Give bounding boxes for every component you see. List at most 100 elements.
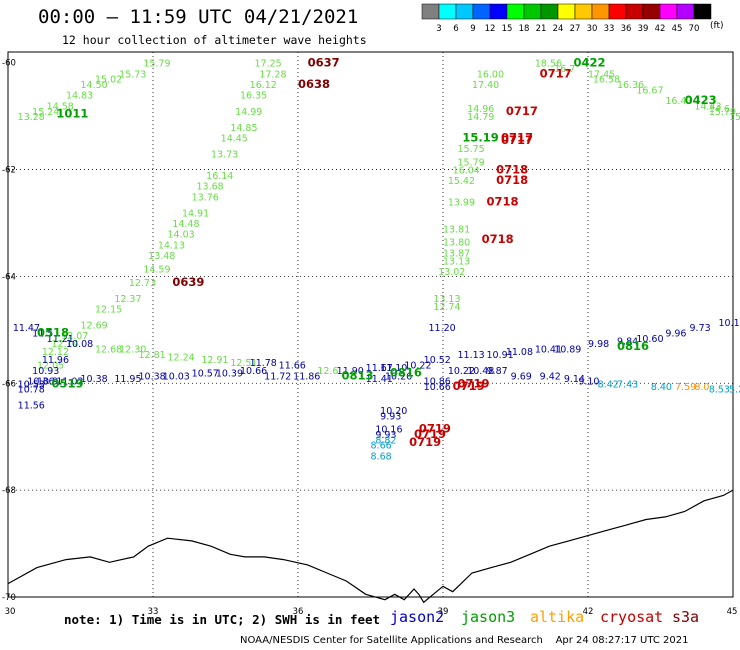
- wave-height-label: 11.78: [250, 358, 277, 369]
- lat-tick-label: -70: [2, 593, 16, 603]
- wave-height-label: 11.90: [337, 366, 364, 377]
- wave-height-label: 13.02: [438, 267, 465, 278]
- pass-time-label: 0718: [487, 195, 519, 209]
- wave-height-label: 10.66: [240, 366, 267, 377]
- pass-time-label: 0639: [172, 275, 204, 289]
- lon-tick-label: 33: [148, 607, 159, 617]
- pass-time-label: 0717: [506, 104, 538, 118]
- wave-height-label: 11.67: [366, 363, 393, 374]
- pass-time-label: 0719: [419, 422, 451, 436]
- pass-time-label: 0518: [37, 326, 69, 340]
- wave-height-label: 12.73: [129, 278, 156, 289]
- wave-height-label: 15.79: [143, 59, 170, 70]
- wave-height-label: 10.26: [385, 371, 412, 382]
- wave-height-label: 16.12: [250, 80, 277, 91]
- wave-height-label: 11.56: [18, 401, 45, 412]
- wave-height-label: 8.68: [371, 451, 392, 462]
- legend-jason2: jason2: [390, 608, 445, 626]
- credit-line: NOAA/NESDIS Center for Satellite Applica…: [240, 635, 689, 646]
- wave-height-label: 11.10: [380, 363, 407, 374]
- wave-height-label: 14.91: [182, 208, 209, 219]
- wave-height-label: 12.68: [95, 345, 122, 356]
- wave-height-label: 17.25: [255, 59, 282, 70]
- wave-height-label: 11.86: [293, 371, 320, 382]
- wave-height-label: 13.87: [443, 248, 470, 259]
- wave-height-label: 13.73: [211, 150, 238, 161]
- wave-height-label: 12.05: [37, 361, 64, 372]
- wave-height-label: 8.40: [651, 382, 672, 393]
- wave-height-label: 11.21: [47, 334, 74, 345]
- wave-height-label: 10.57: [192, 369, 219, 380]
- wave-height-label: 10.1: [719, 318, 740, 329]
- wave-height-label: 9.87: [487, 366, 508, 377]
- pass-time-label: 0816: [617, 339, 649, 353]
- wave-height-label: 10.22: [448, 366, 475, 377]
- chart-title: 00:00 – 11:59 UTC 04/21/2021: [38, 6, 359, 28]
- wave-height-label: 5.2: [729, 385, 740, 396]
- wave-height-label: 16.67: [636, 85, 663, 96]
- wave-height-label: 11.66: [279, 361, 306, 372]
- pass-time-label: 0638: [298, 77, 330, 91]
- colorbar-tick-label: 70: [689, 24, 700, 34]
- wave-height-label: 13.81: [443, 224, 470, 235]
- wave-height-label: 8.82: [375, 435, 396, 446]
- map-frame: [7, 51, 734, 598]
- wave-height-label: 14.43: [694, 101, 721, 112]
- wave-height-label: 16.14: [206, 171, 233, 182]
- lon-tick-label: 42: [583, 607, 594, 617]
- wave-height-label: 12.24: [168, 353, 195, 364]
- colorbar-tick-label: 33: [604, 24, 615, 34]
- pass-time-label: 0637: [308, 56, 340, 70]
- wave-height-label: 18.56: [535, 59, 562, 70]
- wave-height-label: 13.13: [433, 294, 460, 305]
- wave-height-label: 10.60: [636, 334, 663, 345]
- legend-jason3: jason3: [461, 608, 516, 626]
- wave-height-label: 12.6: [317, 366, 338, 377]
- wave-height-label: 9.69: [511, 371, 532, 382]
- pass-time-label: 0423: [685, 93, 717, 107]
- wave-height-label: 13.68: [197, 182, 224, 193]
- wave-height-label: 8.66: [371, 441, 392, 452]
- wave-height-label: 14.6: [709, 104, 730, 115]
- wave-height-label: 14.58: [47, 101, 74, 112]
- pass-time-label: 0519: [52, 376, 84, 390]
- colorbar-tick-label: 30: [587, 24, 598, 34]
- wave-height-label: 15.24: [32, 107, 59, 118]
- wave-height-label: 14.99: [235, 107, 262, 118]
- lat-tick-label: -66: [2, 379, 16, 389]
- colorbar-tick-label: 6: [453, 24, 458, 34]
- legend-altika: altika: [530, 608, 585, 626]
- chart-subtitle: 12 hour collection of altimeter wave hei…: [62, 33, 367, 47]
- wave-height-label: 10.41: [535, 345, 562, 356]
- wave-height-label: 10.52: [424, 355, 451, 366]
- wave-height-label: 11.95: [114, 374, 141, 385]
- wave-height-label: 13.13: [443, 256, 470, 267]
- pass-time-label: 15.19: [462, 130, 498, 144]
- wave-height-label: 17.28: [259, 69, 286, 80]
- colorbar-tick-label: 36: [621, 24, 632, 34]
- lon-tick-label: 30: [5, 607, 16, 617]
- wave-height-label: 14.79: [467, 112, 494, 123]
- wave-height-label: 16.7: [554, 64, 575, 75]
- pass-time-label: 0719: [458, 376, 490, 390]
- lon-tick-label: 39: [438, 607, 449, 617]
- wave-height-label: 11.13: [458, 350, 485, 361]
- wave-height-label: 12.12: [42, 347, 69, 358]
- wave-height-label: 16.58: [593, 75, 620, 86]
- pass-time-label: 0719: [414, 427, 446, 441]
- wave-height-label: 11.08: [506, 347, 533, 358]
- wave-height-label: 16.35: [240, 91, 267, 102]
- wave-height-label: 9.98: [588, 339, 609, 350]
- wave-height-label: 15.79: [709, 107, 736, 118]
- wave-height-label: 13.76: [192, 192, 219, 203]
- wave-height-label: 9.14: [564, 374, 585, 385]
- pass-time-label: 0816: [390, 366, 422, 380]
- wave-height-label: 9.96: [665, 329, 686, 340]
- wave-height-label: 7.43: [617, 379, 638, 390]
- wave-height-label: 10.38: [81, 374, 108, 385]
- pass-time-label: 0719: [453, 379, 485, 393]
- wave-height-label: 9.93: [380, 411, 401, 422]
- wave-height-label: 10.86: [424, 377, 451, 388]
- colorbar-tick-label: 24: [553, 24, 564, 34]
